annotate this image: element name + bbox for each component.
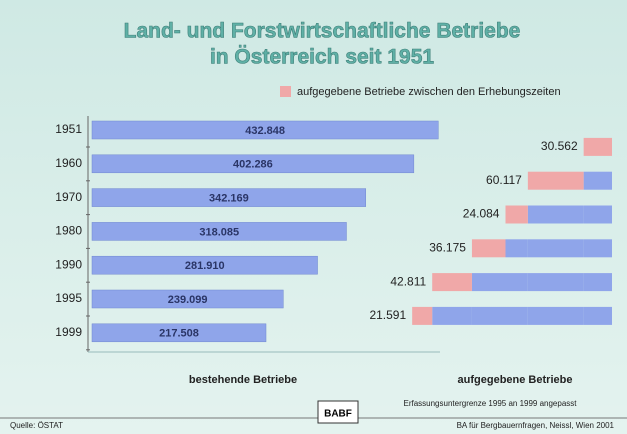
prior-segment	[527, 273, 584, 292]
value-label: 30.562	[541, 139, 578, 153]
prior-segment	[505, 273, 528, 292]
prior-segment	[471, 306, 506, 325]
y-tick-label: 1995	[55, 291, 82, 305]
note: Erfassungsuntergrenze 1995 an 1999 angep…	[403, 399, 577, 408]
bar	[91, 154, 415, 174]
bar	[91, 222, 347, 241]
legend-swatch	[280, 86, 291, 97]
value-label: 402.286	[233, 159, 273, 171]
value-label: 281.910	[185, 260, 225, 272]
prior-segment	[527, 306, 584, 325]
legend-label: aufgegebene Betriebe zwischen den Erhebu…	[297, 86, 561, 98]
y-tick-label: 1990	[55, 257, 82, 271]
y-tick-label: 1970	[55, 190, 82, 204]
loss-segment	[583, 137, 612, 156]
bar	[91, 188, 366, 207]
axis-label: bestehende Betriebe	[189, 374, 297, 386]
source: Quelle: ÖSTAT	[10, 421, 63, 430]
prior-segment	[583, 273, 612, 292]
value-label: 217.508	[159, 328, 199, 340]
value-label: 239.099	[168, 294, 208, 306]
loss-segment	[412, 306, 433, 325]
bar	[91, 323, 267, 343]
value-label: 342.169	[209, 193, 249, 205]
prior-segment	[505, 239, 528, 258]
value-label: 36.175	[429, 240, 466, 254]
prior-segment	[432, 306, 472, 325]
prior-segment	[527, 239, 584, 258]
chart-subtitle: in Österreich seit 1951	[210, 46, 434, 69]
value-label: 432.848	[245, 125, 285, 137]
chart-title: Land- und Forstwirtschaftliche Betriebe	[124, 20, 521, 43]
bar	[91, 120, 439, 140]
y-tick-label: 1999	[55, 325, 82, 339]
axis-label: aufgegebene Betriebe	[458, 374, 573, 386]
value-label: 24.084	[463, 207, 500, 221]
prior-segment	[471, 273, 506, 292]
logo: BABF	[324, 409, 352, 420]
y-tick-label: 1980	[55, 224, 82, 238]
credit: BA für Bergbauernfragen, Neissl, Wien 20…	[457, 421, 615, 430]
bar	[91, 289, 284, 309]
prior-segment	[583, 306, 612, 325]
y-tick-label: 1951	[55, 122, 82, 136]
value-label: 60.117	[486, 173, 522, 187]
value-label: 318.085	[199, 226, 239, 238]
bar	[91, 255, 318, 275]
prior-segment	[583, 239, 612, 258]
value-label: 42.811	[390, 274, 426, 288]
logo-box	[317, 400, 359, 424]
prior-segment	[583, 205, 612, 224]
prior-segment	[583, 171, 612, 190]
y-tick-label: 1960	[55, 156, 82, 170]
value-label: 21.591	[369, 308, 406, 322]
prior-segment	[527, 205, 584, 224]
prior-segment	[505, 306, 528, 325]
loss-segment	[471, 239, 506, 258]
loss-segment	[505, 205, 528, 224]
loss-segment	[527, 171, 584, 190]
loss-segment	[432, 273, 472, 292]
